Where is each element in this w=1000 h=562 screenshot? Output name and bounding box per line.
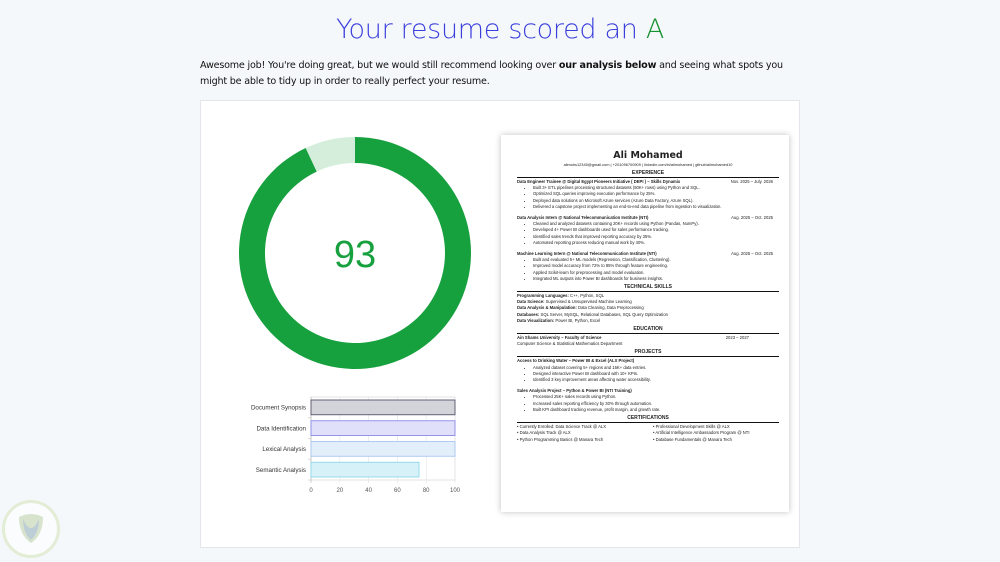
bar [310,420,456,436]
resume-contact: alimohs12345@gmail.com | +201096700909 |… [563,162,733,167]
job-header: Data Engineer Trainee @ Digital Egypt Pi… [517,179,779,185]
job-bullets: Built and evaluated 5+ ML models (Regres… [533,257,779,282]
skill-value: Supervised & Unsupervised Machine Learni… [544,299,632,305]
skill-label: Databases: [517,311,540,317]
analysis-bar-chart: 0 20 40 60 80 100 Document Synopsis Data Identi… [251,396,461,494]
bullet: Built 3+ ETL pipelines processing struct… [533,185,779,191]
job-bullets: Built 3+ ETL pipelines processing struct… [533,185,779,210]
job-date: Aug. 2025 – Oct. 2025 [731,251,773,257]
bullet: Processed 25K+ sales records using Pytho… [533,394,779,400]
x-tick-label: 0 [309,488,313,494]
job-bullets: Cleaned and analyzed datasets containing… [533,221,779,246]
x-tick-label: 40 [365,488,372,494]
page-title: Your resume scored an A [335,14,665,45]
shield-icon [19,514,43,543]
bullet: Improved model accuracy from 72% to 85% … [533,263,779,269]
bar [310,441,456,457]
bullet: Built and evaluated 5+ ML models (Regres… [533,257,779,263]
job-date: Aug. 2025 – Oct. 2025 [731,215,773,221]
score-donut: 93 [238,137,471,369]
job-header: Data Analysis Intern @ National Telecomm… [517,215,779,221]
skill-label: Data Analysis & Manipulation: [517,305,577,311]
resume-name: Ali Mohamed [613,150,683,161]
bullet: Developed 4+ Power BI dashboards used fo… [533,227,779,233]
x-tick-label: 20 [336,488,343,494]
bullet: Automated reporting process reducing man… [533,240,779,246]
category-label: Document Synopsis [251,405,306,412]
bullet: Analyzed dataset covering 5+ regions and… [533,365,779,371]
certification-item: • Data Analysis Track @ ALX [517,430,571,436]
bullet: Identified sales trends that improved re… [533,234,779,240]
score-remainder-segment [305,137,355,172]
education-entry: Ain Shams University – Faculty of Scienc… [517,335,749,341]
x-tick-label: 100 [450,488,461,494]
certification-item: • Database Fundamentals @ Manara Tech [653,436,732,442]
bullet: Increased sales reporting efficiency by … [533,401,779,407]
category-label: Data Identification [256,425,306,432]
skill-label: Programming Languages: [517,293,569,299]
project-title: Access to Drinking Water – Power BI & Ex… [517,358,635,364]
spacer [517,246,779,250]
bar [310,399,456,416]
education-dept: Computer Science & Statistical Mathemati… [517,341,623,347]
bullet: Identified 3 key improvement areas affec… [533,377,779,383]
project-title: Sales Analysis Project – Python & Power … [517,388,632,394]
grade: A [645,14,665,45]
watermark-logo [2,500,60,558]
certification-item: • Professional Development Skills @ ALX [653,424,730,430]
skill-label: Data Visualization: [517,317,555,323]
project-bullets: Analyzed dataset covering 5+ regions and… [533,365,779,384]
certification-item: • Artificial Intelligence Ambassadors Pr… [653,430,750,436]
bullet: Applied Scikit-learn for preprocessing a… [533,270,779,276]
bullet: Deployed data solutions on Microsoft Azu… [533,198,779,204]
skill-value: Data Cleaning, Data Preprocessing [576,305,644,311]
job-title: Data Engineer Trainee @ Digital Egypt Pi… [517,179,681,184]
bullet: Built KPI dashboard tracking revenue, pr… [533,407,779,413]
skill-value: SQL Server, MySQL, Relational Databases,… [539,311,668,317]
section-heading: PROJECTS [517,349,779,358]
category-label: Semantic Analysis [256,467,306,474]
job-title: Data Analysis Intern @ National Telecomm… [517,215,649,221]
skill-row: Data Science: Supervised & Unsupervised … [517,299,779,305]
bullet: Designed interactive Power BI dashboard … [533,371,779,377]
bullet: Delivered a capstone project implementin… [533,204,779,210]
section-heading: EDUCATION [517,326,779,335]
section-heading: EXPERIENCE [517,170,779,178]
score-value: 93 [334,234,376,276]
skill-value: C++, Python, SQL [568,293,605,299]
skill-label: Data Science: [517,299,545,305]
bullet: Optimized SQL queries improving executio… [533,191,779,197]
job-title: Machine Learning Intern @ National Telec… [517,251,657,257]
certification-item: • Python Programming Basics @ Manara Tec… [517,436,604,442]
skill-row: Data Analysis & Manipulation: Data Clean… [517,305,779,311]
intro-text: Awesome job! You're doing great, but we … [200,60,783,87]
certification-item: • Currently Enrolled: Data Science Track… [517,424,607,430]
spacer [517,210,779,214]
resume-preview: Ali Mohamed alimohs12345@gmail.com | +20… [501,135,789,512]
skill-row: Programming Languages: C++, Python, SQL [517,293,779,299]
job-header: Machine Learning Intern @ National Telec… [517,251,779,257]
skill-row: Databases: SQL Server, MySQL, Relational… [517,312,779,318]
section-heading: TECHNICAL SKILLS [517,284,779,293]
x-tick-label: 80 [423,488,430,494]
project-bullets: Processed 25K+ sales records using Pytho… [533,394,779,413]
category-label: Lexical Analysis [262,446,306,453]
bullet: Cleaned and analyzed datasets containing… [533,221,779,227]
x-tick-label: 60 [394,488,401,494]
skill-row: Data Visualization: Power BI, Python, Ex… [517,318,779,324]
skill-value: Power BI, Python, Excel [554,317,601,323]
bar [310,461,420,478]
section-heading: CERTIFICATIONS [517,415,779,424]
spacer [517,383,779,387]
bullet: Integrated ML outputs into Power BI dash… [533,276,779,282]
job-date: Nov. 2025 – July. 2026 [730,179,773,184]
